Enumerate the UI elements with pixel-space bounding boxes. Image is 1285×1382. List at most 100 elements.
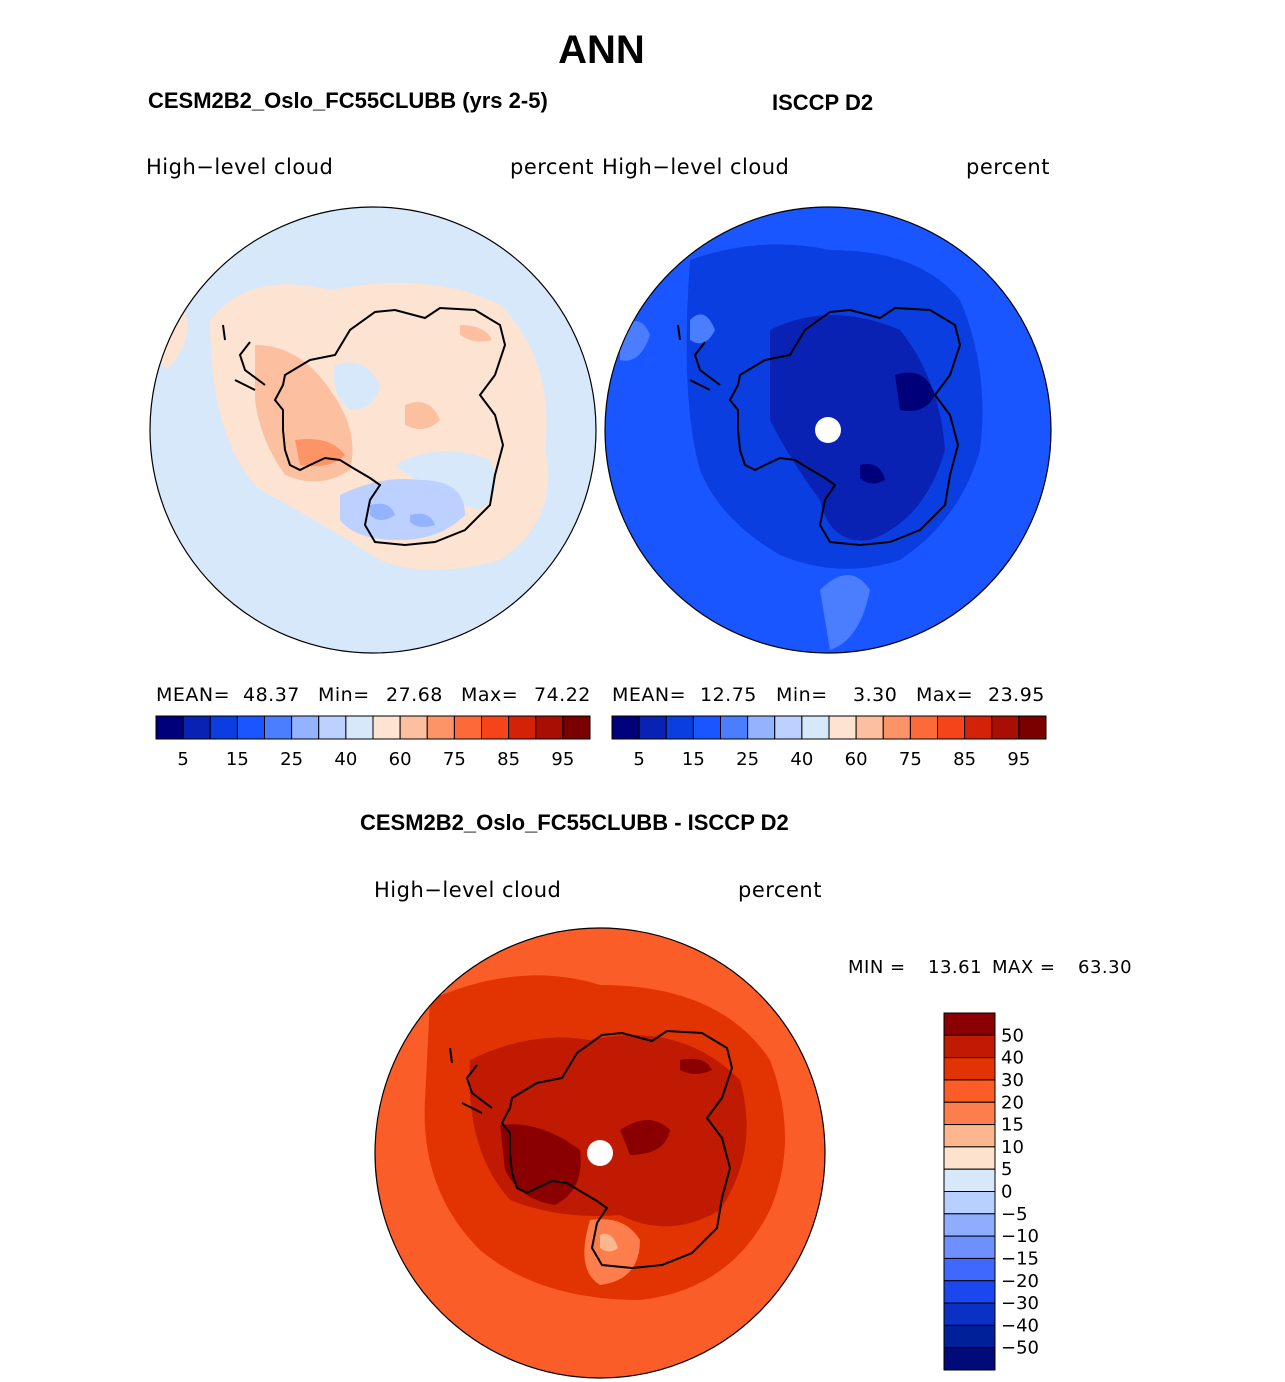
- panel2-max-label: Max=: [916, 684, 974, 706]
- diff-colorbar-tick-label: −5: [1001, 1204, 1028, 1225]
- panel2-mean-label: MEAN=: [612, 684, 687, 706]
- diff-colorbar-tick-label: 50: [1001, 1025, 1024, 1046]
- diff-colorbar-swatch: [943, 1302, 996, 1326]
- diff-colorbar-tick-label: −10: [1001, 1226, 1039, 1247]
- diff-colorbar-tick-label: 10: [1001, 1137, 1024, 1158]
- panel1-colorbar-swatch: [399, 715, 428, 740]
- panel2-max-value: 23.95: [988, 684, 1045, 706]
- diff-colorbar-swatch: [943, 1324, 996, 1349]
- panel2-colorbar-swatch: [720, 715, 749, 740]
- diff-colorbar-swatch: [943, 1012, 996, 1036]
- panel1-max-value: 74.22: [534, 684, 591, 706]
- diff-colorbar-tick-label: −50: [1001, 1338, 1039, 1359]
- panel1-colorbar-swatch: [481, 715, 510, 740]
- panel2-units: percent: [966, 155, 1050, 179]
- diff-colorbar-tick-label: 15: [1001, 1115, 1024, 1136]
- panel2-colorbar-swatch: [1018, 715, 1047, 740]
- panel2-colorbar-swatch: [855, 715, 884, 740]
- panel1-colorbar-swatch: [562, 715, 591, 740]
- panel1-colorbar-tick-label: 15: [226, 749, 249, 770]
- panel2-colorbar: 5 15 25 40 60 75 85 95: [611, 715, 1047, 770]
- diff-colorbar-swatch: [943, 1124, 996, 1148]
- diff-units: percent: [738, 878, 822, 902]
- panel2-colorbar-swatch: [747, 715, 776, 740]
- panel1-colorbar: 5 15 25 40 60 75 85 95: [155, 715, 591, 770]
- panel1-mean-value: 48.37: [243, 684, 300, 706]
- panel1-colorbar-swatch: [345, 715, 374, 740]
- panel2-colorbar-swatch: [964, 715, 993, 740]
- panel2-colorbar-tick-label: 25: [736, 749, 759, 770]
- diff-min-label: MIN =: [848, 957, 906, 978]
- panel2-colorbar-tick-label: 60: [845, 749, 868, 770]
- diff-colorbar-tick-label: 30: [1001, 1070, 1024, 1091]
- panel1-colorbar-swatch: [236, 715, 265, 740]
- panel2-colorbar-swatch: [882, 715, 911, 740]
- diff-colorbar-swatch: [943, 1257, 996, 1282]
- panel2-colorbar-swatch: [638, 715, 667, 740]
- panel2-colorbar-tick-label: 95: [1007, 749, 1030, 770]
- panel1-map: [149, 206, 597, 654]
- panel2-colorbar-swatch: [828, 715, 857, 740]
- diff-colorbar-swatch: [943, 1034, 996, 1059]
- panel2-mean-value: 12.75: [700, 684, 757, 706]
- panel2-colorbar-swatch: [774, 715, 803, 740]
- panel1-colorbar-swatch: [508, 715, 537, 740]
- diff-colorbar-swatch: [943, 1235, 996, 1259]
- diff-colorbar-tick-label: −40: [1001, 1315, 1039, 1336]
- panel1-variable: High−level cloud: [146, 155, 334, 179]
- panel1-colorbar-tick-label: 60: [389, 749, 412, 770]
- panel1-colorbar-swatch: [535, 715, 564, 740]
- diff-colorbar-swatch: [943, 1079, 996, 1103]
- panel1-colorbar-swatch: [182, 715, 211, 740]
- panel2-map: [604, 206, 1052, 654]
- diff-colorbar-swatch: [943, 1146, 996, 1170]
- panel1-colorbar-swatch: [264, 715, 293, 740]
- diff-colorbar-swatch: [943, 1101, 996, 1126]
- panel2-colorbar-swatch: [909, 715, 938, 740]
- panel1-colorbar-swatch: [155, 715, 184, 740]
- panel1-mean-label: MEAN=: [156, 684, 231, 706]
- panel2-colorbar-swatch: [611, 715, 640, 740]
- panel2-colorbar-tick-label: 40: [790, 749, 813, 770]
- panel2-colorbar-tick-label: 15: [682, 749, 705, 770]
- diff-max-value: 63.30: [1078, 957, 1133, 978]
- panel1-colorbar-swatch: [291, 715, 320, 740]
- panel2-colorbar-tick-label: 85: [953, 749, 976, 770]
- panel1-colorbar-swatch: [453, 715, 482, 740]
- panel2-colorbar-swatch: [937, 715, 966, 740]
- panel1-colorbar-tick-label: 75: [443, 749, 466, 770]
- panel1-colorbar-swatch: [372, 715, 401, 740]
- panel1-colorbar-tick-label: 95: [551, 749, 574, 770]
- panel2-min-value: 3.30: [853, 684, 898, 706]
- diff-colorbar-tick-label: 20: [1001, 1092, 1024, 1113]
- panel1-colorbar-swatch: [318, 715, 347, 740]
- panel2-colorbar-swatch: [801, 715, 830, 740]
- panel2-variable: High−level cloud: [602, 155, 790, 179]
- diff-colorbar-swatch: [943, 1191, 996, 1215]
- diff-colorbar-tick-label: −30: [1001, 1293, 1039, 1314]
- diff-colorbar-tick-label: 0: [1001, 1182, 1012, 1203]
- panel1-colorbar-tick-label: 5: [177, 749, 188, 770]
- panel2-colorbar-swatch: [991, 715, 1020, 740]
- diff-colorbar-tick-label: −15: [1001, 1248, 1039, 1269]
- diff-title: CESM2B2_Oslo_FC55CLUBB - ISCCP D2: [360, 810, 789, 835]
- diff-max-label: MAX =: [992, 957, 1056, 978]
- diff-colorbar-tick-label: 40: [1001, 1048, 1024, 1069]
- diff-colorbar-swatch: [943, 1280, 996, 1304]
- panel1-max-label: Max=: [461, 684, 519, 706]
- panel2-min-label: Min=: [776, 684, 828, 706]
- panel1-colorbar-tick-label: 25: [280, 749, 303, 770]
- diff-colorbar-tick-label: −20: [1001, 1271, 1039, 1292]
- panel2-title: ISCCP D2: [772, 90, 874, 115]
- panel1-units: percent: [510, 155, 594, 179]
- panel1-colorbar-tick-label: 85: [497, 749, 520, 770]
- panel2-colorbar-swatch: [692, 715, 721, 740]
- panel1-min-value: 27.68: [386, 684, 443, 706]
- panel2-colorbar-tick-label: 75: [899, 749, 922, 770]
- diff-colorbar-swatch: [943, 1347, 996, 1371]
- panel2-colorbar-swatch: [665, 715, 694, 740]
- panel1-colorbar-swatch: [209, 715, 238, 740]
- diff-map: [374, 927, 826, 1379]
